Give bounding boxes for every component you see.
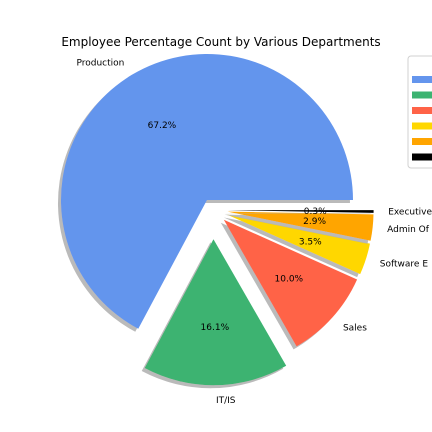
slice-label-admin-of: Admin Of	[387, 225, 430, 235]
pie-slices	[60, 53, 374, 386]
pie-labels: Production 67.2% IT/IS 16.1% Sales 10.0% Softw…	[76, 58, 432, 406]
slice-pct-it-is: 16.1%	[201, 323, 230, 333]
slice-label-sales: Sales	[343, 324, 367, 334]
legend-swatch-sales	[412, 107, 432, 114]
pie-slice-executive	[227, 210, 374, 213]
slice-pct-software-e: 3.5%	[299, 237, 322, 247]
slice-pct-admin-of: 2.9%	[303, 217, 326, 227]
legend-swatch-executive	[412, 153, 432, 161]
legend-swatch-admin-of	[412, 138, 432, 145]
slice-pct-production: 67.2%	[148, 121, 177, 131]
slice-label-software-e: Software E	[380, 260, 429, 270]
slice-pct-executive: 0.3%	[304, 207, 327, 217]
pie-slice-production	[60, 53, 353, 329]
legend-swatch-production	[412, 76, 432, 83]
slice-label-it-is: IT/IS	[216, 396, 236, 406]
legend-swatch-software-e	[412, 122, 432, 130]
slice-label-production: Production	[76, 58, 124, 68]
pie-slice-sales	[223, 219, 358, 347]
legend-swatch-it-is	[412, 91, 432, 99]
legend	[407, 55, 432, 169]
slice-label-executive: Executive	[388, 208, 432, 218]
pie-slice-software-e	[226, 214, 370, 275]
pie-slice-it-is	[144, 239, 287, 386]
pie-slice-admin-of	[227, 211, 374, 241]
slice-pct-sales: 10.0%	[275, 275, 304, 285]
chart-title: Employee Percentage Count by Various Dep…	[61, 35, 380, 49]
